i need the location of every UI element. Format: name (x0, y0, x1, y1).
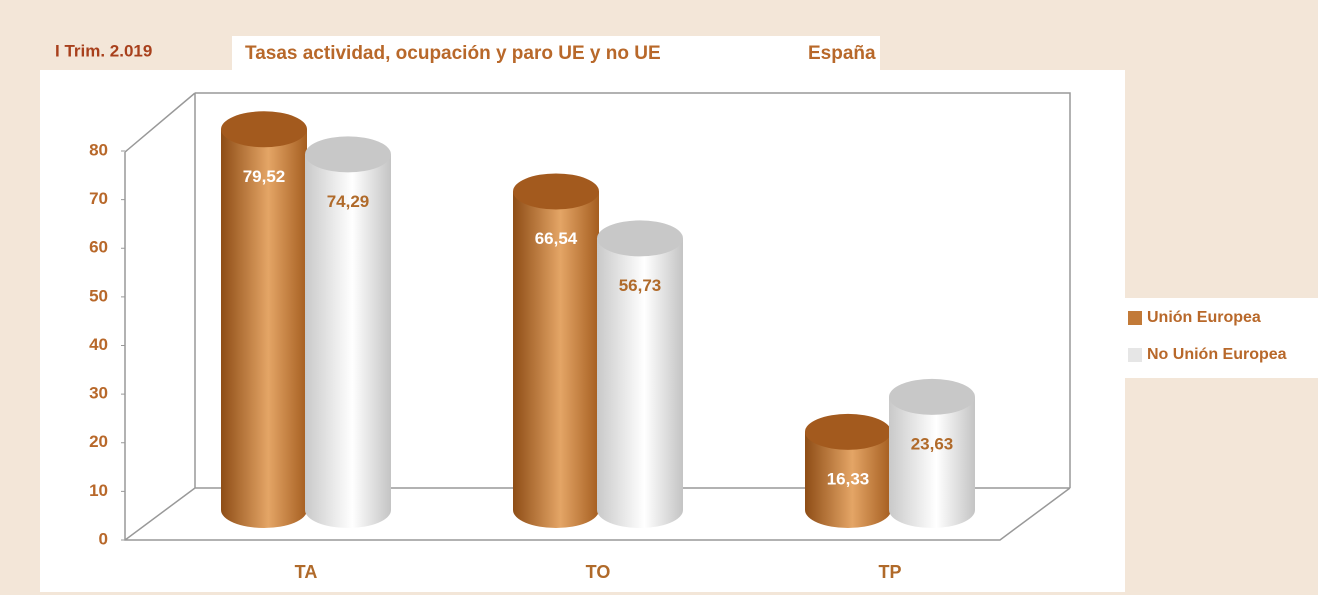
value-label: 74,29 (327, 192, 370, 211)
chart-title: Tasas actividad, ocupación y paro UE y n… (245, 43, 661, 64)
y-tick-label: 30 (89, 384, 108, 403)
cylinder-top (305, 136, 391, 173)
subtitle: España (808, 43, 876, 64)
cylinder-top (889, 378, 975, 415)
y-tick-label: 50 (89, 286, 108, 305)
value-label: 66,54 (535, 229, 578, 248)
legend-swatch (1128, 311, 1142, 325)
cylinder (889, 396, 975, 528)
x-tick-label: TP (878, 562, 901, 582)
legend-label: Unión Europea (1147, 309, 1261, 326)
legend-label: No Unión Europea (1147, 346, 1287, 363)
y-tick-label: 10 (89, 481, 108, 500)
y-tick-label: 0 (99, 529, 108, 548)
y-tick-label: 70 (89, 189, 108, 208)
period: I Trim. 2.019 (55, 41, 152, 60)
cylinder (513, 191, 599, 528)
cylinder-top (805, 413, 891, 450)
frame (124, 92, 1071, 541)
cylinder (221, 129, 307, 528)
y-tick-label: 20 (89, 432, 108, 451)
cylinder-top (221, 111, 307, 148)
cylinder-top (513, 173, 599, 210)
value-label: 16,33 (827, 469, 870, 488)
value-label: 23,63 (911, 434, 954, 453)
y-tick-label: 40 (89, 335, 108, 354)
cylinder (597, 238, 683, 528)
cylinder (805, 431, 891, 528)
cylinder (305, 154, 391, 529)
y-tick-label: 80 (89, 140, 108, 159)
legend-swatch (1128, 348, 1142, 362)
x-tick-label: TO (586, 562, 611, 582)
y-tick-label: 60 (89, 238, 108, 257)
legend-box (1125, 298, 1318, 378)
cylinder-top (597, 220, 683, 257)
value-label: 79,52 (243, 167, 286, 186)
x-tick-label: TA (295, 562, 318, 582)
title-box (232, 36, 880, 70)
value-label: 56,73 (619, 276, 662, 295)
